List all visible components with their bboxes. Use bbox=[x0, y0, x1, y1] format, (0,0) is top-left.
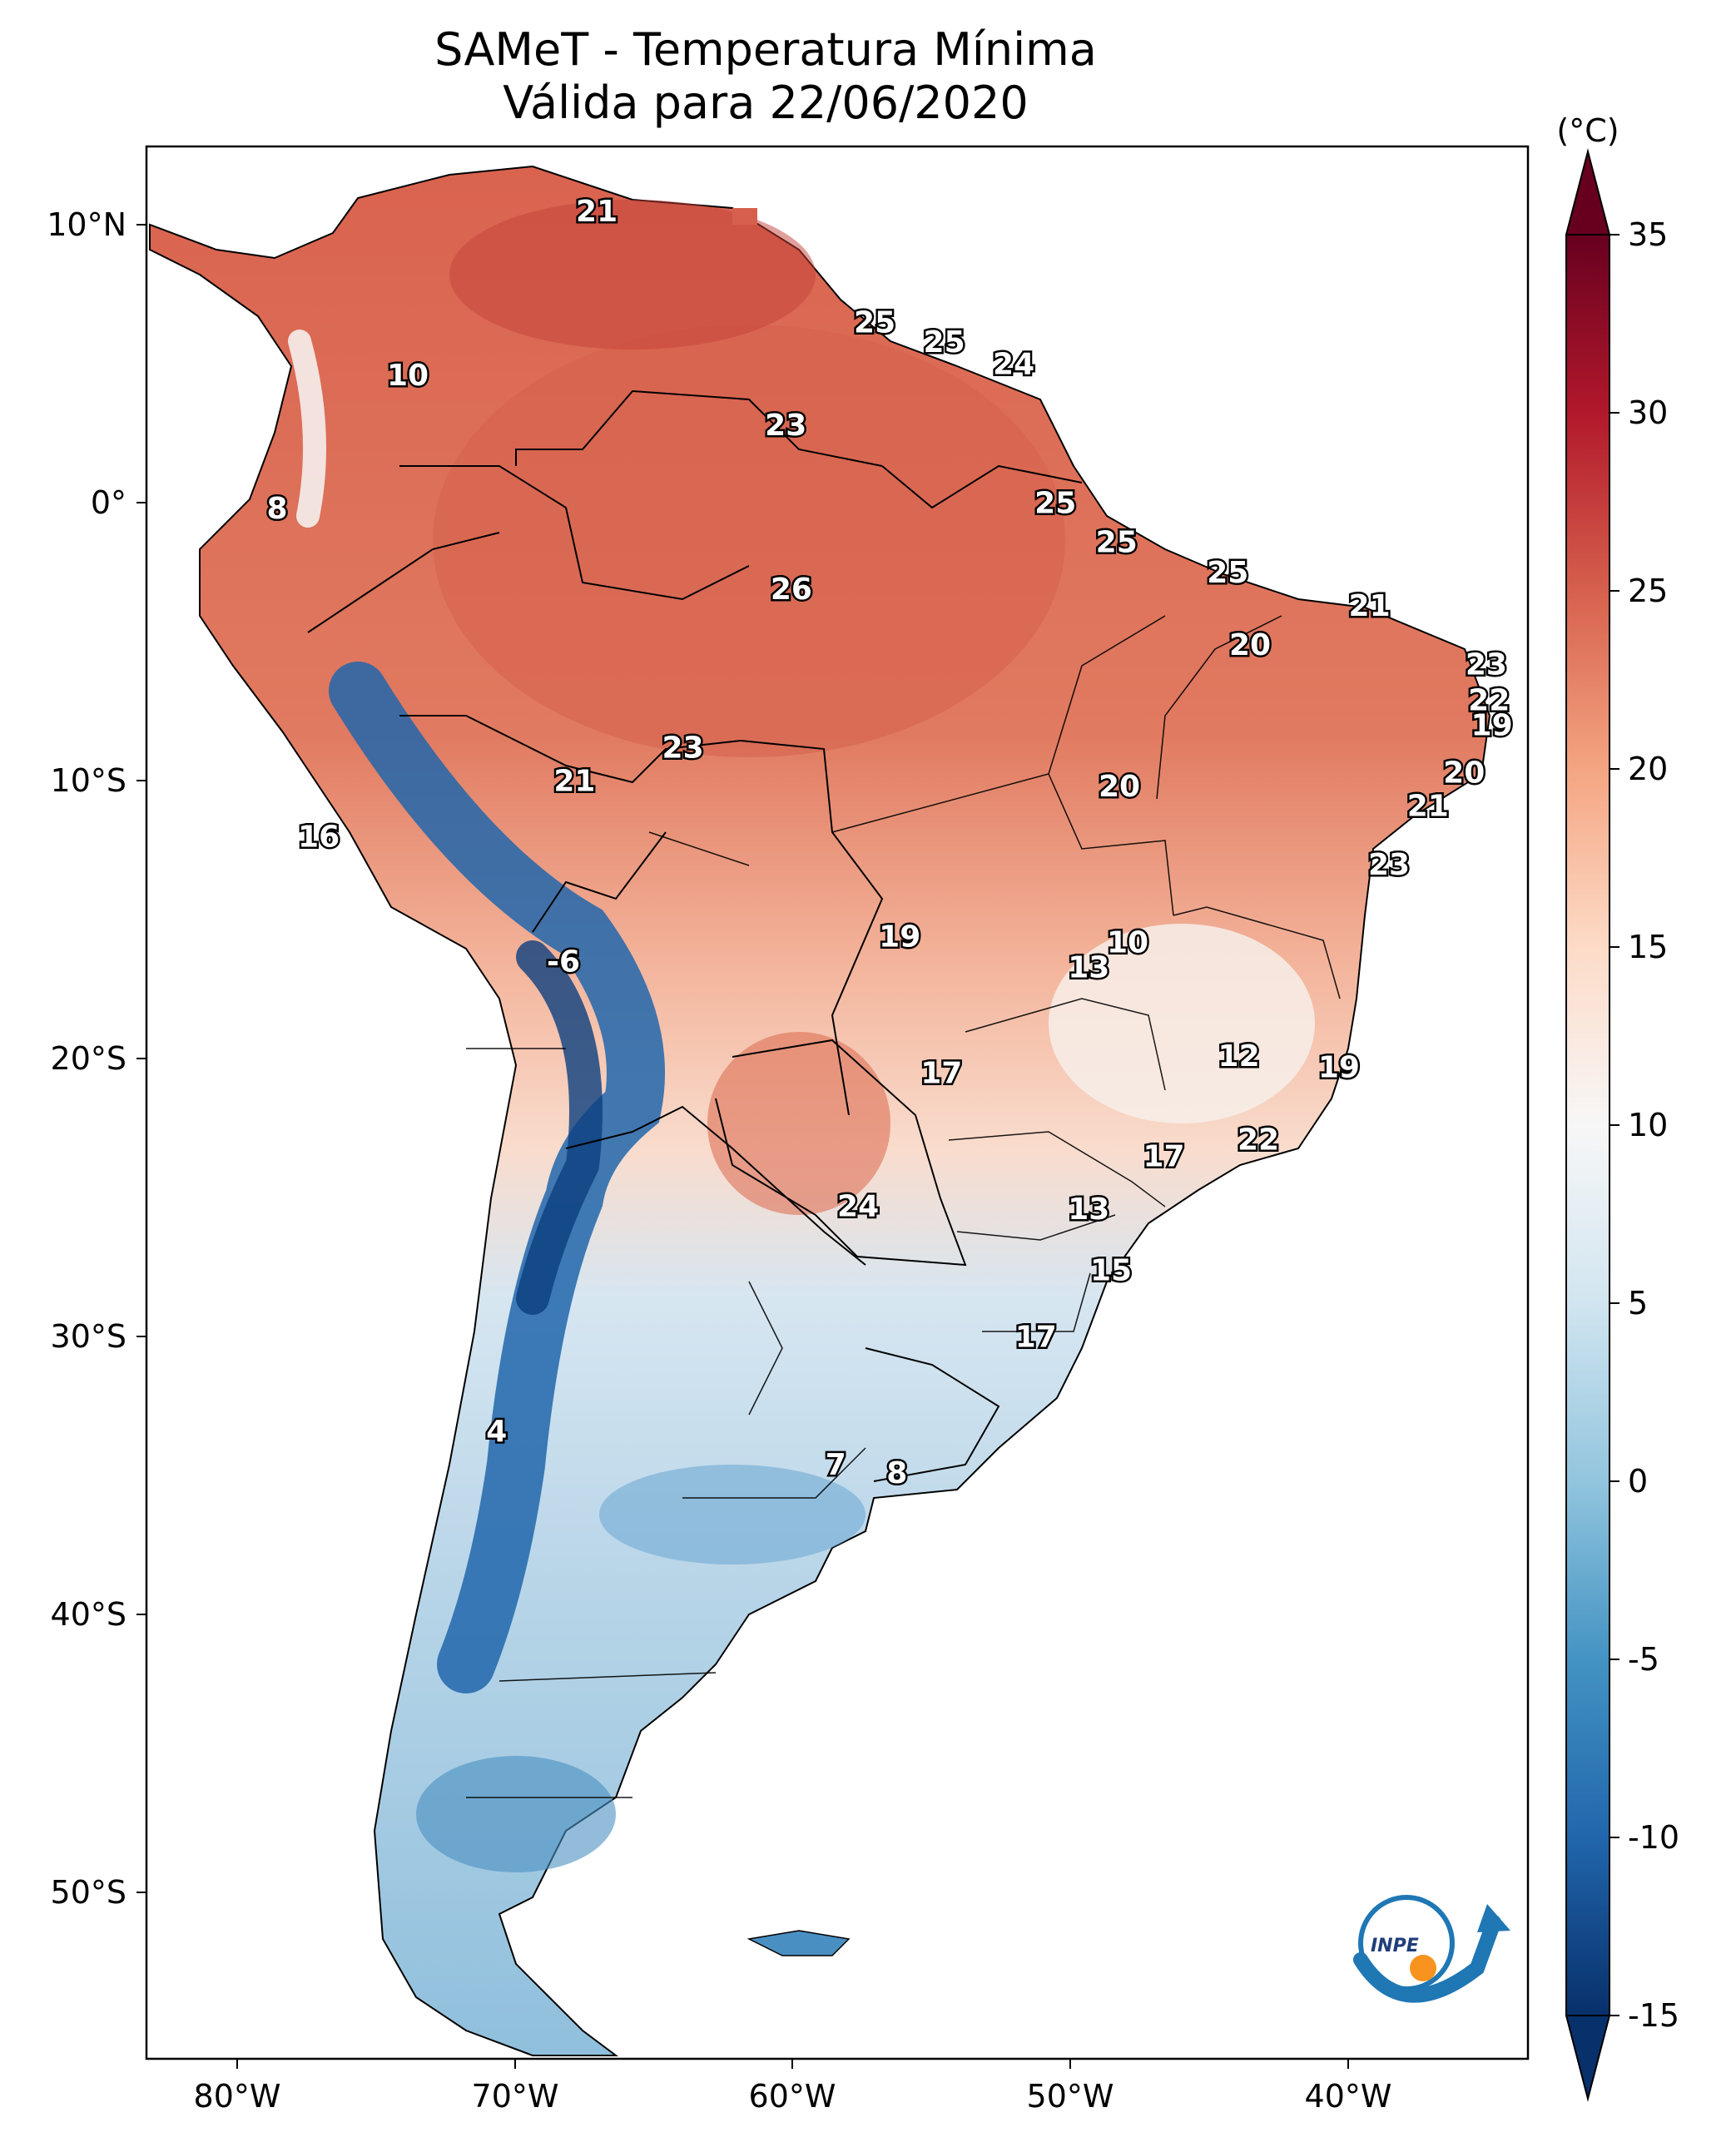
station-label: -6 bbox=[547, 945, 580, 979]
country-borders bbox=[307, 389, 1083, 1482]
warm-region-amazon bbox=[433, 325, 1065, 757]
station-label: 4 bbox=[486, 1415, 507, 1449]
lat-label-10s: 10°S bbox=[51, 762, 126, 799]
colorbar-tick-label: 15 bbox=[1628, 929, 1668, 965]
state-borders bbox=[466, 615, 1341, 1798]
colorbar-tick-label: 35 bbox=[1628, 216, 1668, 253]
station-label: 10 bbox=[387, 359, 429, 393]
logo-orange-dot bbox=[1410, 1955, 1436, 1981]
colorbar-tick-label: -10 bbox=[1628, 1819, 1679, 1856]
latitude-axis: 10°N 0° 10°S 20°S 30°S 40°S 50°S bbox=[47, 206, 146, 1911]
longitude-axis: 80°W 70°W 60°W 50°W 40°W bbox=[194, 2059, 1392, 2115]
lat-label-50s: 50°S bbox=[51, 1874, 126, 1911]
station-label: 8 bbox=[266, 492, 287, 526]
logo-swoosh bbox=[1353, 1915, 1501, 2003]
logo-arrow-icon bbox=[1477, 1904, 1510, 1932]
mild-region-southeast-brazil bbox=[1049, 924, 1315, 1123]
lon-label-50w: 50°W bbox=[1027, 2078, 1114, 2115]
lon-label-40w: 40°W bbox=[1305, 2078, 1392, 2115]
colorbar-tick-label: 25 bbox=[1628, 573, 1668, 609]
station-label: 24 bbox=[837, 1190, 879, 1224]
station-label: 22 bbox=[1238, 1123, 1279, 1157]
station-label: 8 bbox=[886, 1456, 907, 1490]
station-label: 17 bbox=[1015, 1321, 1057, 1355]
falkland-islands bbox=[746, 1930, 851, 1956]
station-label: 23 bbox=[1466, 647, 1507, 682]
station-label: 19 bbox=[1471, 709, 1513, 743]
lat-label-10n: 10°N bbox=[47, 206, 126, 243]
station-label: 7 bbox=[826, 1448, 846, 1482]
map-subtitle: Válida para 22/06/2020 bbox=[503, 77, 1029, 129]
colorbar-unit: (°C) bbox=[1556, 112, 1619, 149]
station-label: 10 bbox=[1107, 925, 1148, 959]
station-label: 13 bbox=[1068, 950, 1109, 984]
lat-label-40s: 40°S bbox=[51, 1596, 126, 1633]
colorbar: (°C) 35 30 25 20 15 10 5 0 -5 -10 -15 bbox=[1556, 112, 1679, 2102]
logo-text: INPE bbox=[1371, 1936, 1419, 1956]
warm-region-paraguay bbox=[707, 1032, 890, 1215]
station-label: 20 bbox=[1443, 756, 1485, 791]
station-label: 25 bbox=[1096, 525, 1138, 559]
lon-label-70w: 70°W bbox=[472, 2078, 559, 2115]
lat-label-0: 0° bbox=[91, 484, 126, 521]
station-label: 23 bbox=[1368, 848, 1410, 882]
station-label: 20 bbox=[1229, 628, 1271, 662]
station-label: 19 bbox=[879, 920, 920, 955]
station-label: 23 bbox=[765, 409, 806, 443]
colorbar-gradient-bar bbox=[1565, 234, 1610, 2016]
station-label: 21 bbox=[1407, 790, 1449, 824]
station-label: 20 bbox=[1099, 770, 1140, 804]
station-label: 17 bbox=[920, 1056, 962, 1090]
station-label: 25 bbox=[924, 325, 965, 359]
map-title: SAMeT - Temperatura Mínima bbox=[434, 23, 1097, 76]
station-label: 21 bbox=[553, 765, 595, 799]
trinidad-island bbox=[732, 208, 757, 225]
lat-label-20s: 20°S bbox=[51, 1040, 126, 1077]
colorbar-min-extend-arrow bbox=[1565, 2015, 1611, 2102]
station-label: 21 bbox=[576, 195, 618, 229]
station-label: 21 bbox=[1349, 589, 1391, 623]
colorbar-max-extend-arrow bbox=[1565, 148, 1611, 236]
inpe-logo: INPE bbox=[1353, 1895, 1510, 2003]
colorbar-tick-label: 20 bbox=[1628, 751, 1668, 787]
colorbar-tick-label: 5 bbox=[1628, 1285, 1648, 1321]
station-label: 13 bbox=[1068, 1193, 1109, 1227]
cold-region-patagonia bbox=[416, 1756, 616, 1872]
colorbar-tick-label: -5 bbox=[1628, 1641, 1659, 1678]
station-label: 25 bbox=[1034, 487, 1076, 521]
station-label: 22 bbox=[1468, 684, 1510, 718]
colorbar-tick-label: 30 bbox=[1628, 394, 1668, 431]
warm-region-venezuela bbox=[449, 200, 816, 350]
colorbar-ticks: 35 30 25 20 15 10 5 0 -5 -10 -15 bbox=[1610, 216, 1679, 2034]
cool-region-colombia-andes bbox=[288, 330, 326, 528]
colorbar-tick-label: -15 bbox=[1628, 1997, 1679, 2034]
station-label: 16 bbox=[298, 820, 340, 854]
lon-label-80w: 80°W bbox=[194, 2078, 281, 2115]
station-label: 24 bbox=[993, 348, 1034, 382]
station-label: 15 bbox=[1090, 1253, 1132, 1287]
map-frame bbox=[145, 145, 1530, 2060]
station-label: 17 bbox=[1143, 1140, 1184, 1174]
colorbar-tick-label: 0 bbox=[1628, 1463, 1648, 1500]
station-label: 25 bbox=[854, 305, 895, 340]
station-label: 12 bbox=[1218, 1039, 1260, 1074]
station-label: 19 bbox=[1318, 1051, 1360, 1085]
lat-label-30s: 30°S bbox=[51, 1318, 126, 1355]
lon-label-60w: 60°W bbox=[749, 2078, 836, 2115]
station-label: 23 bbox=[662, 731, 704, 766]
station-label: 25 bbox=[1207, 556, 1248, 590]
colorbar-tick-label: 10 bbox=[1628, 1107, 1668, 1143]
cold-region-pampas bbox=[599, 1465, 866, 1564]
station-label: 26 bbox=[771, 573, 812, 607]
